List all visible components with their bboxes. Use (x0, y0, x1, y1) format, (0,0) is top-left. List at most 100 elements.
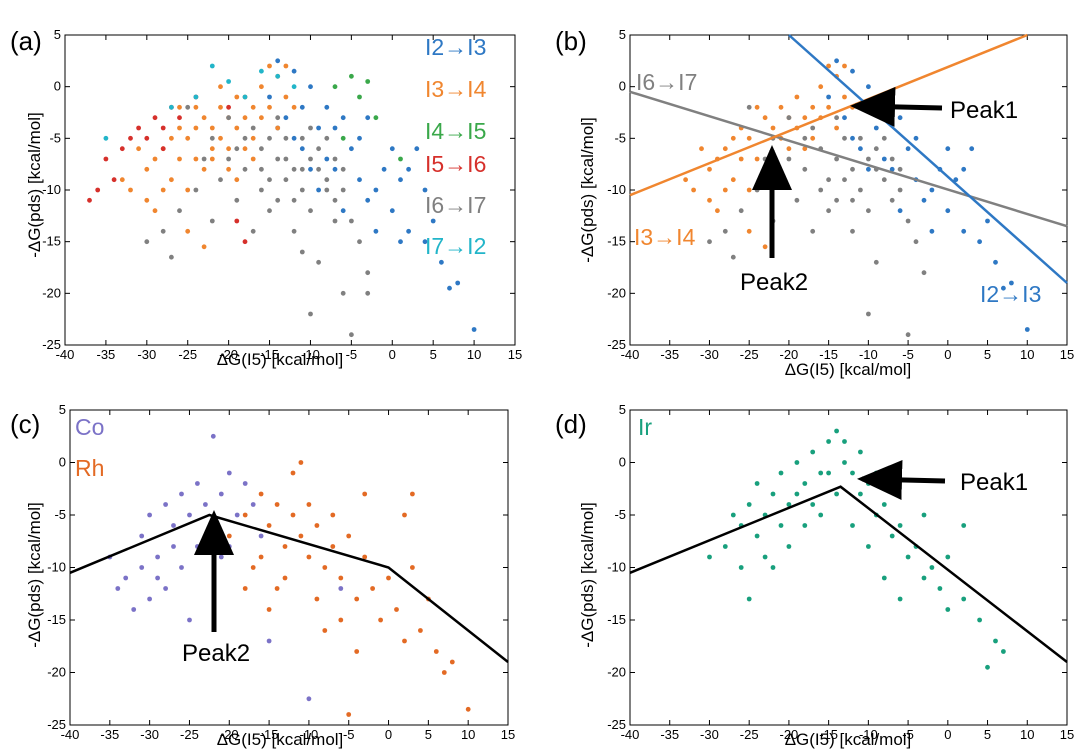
data-point (171, 523, 176, 528)
data-point (858, 187, 863, 193)
data-point (921, 270, 927, 276)
data-point (430, 218, 436, 224)
data-point (258, 491, 264, 497)
data-point (889, 197, 895, 203)
data-point (897, 523, 903, 528)
data-point (266, 607, 272, 612)
data-point (209, 135, 215, 141)
x-tick-label: -20 (219, 347, 238, 362)
data-point (881, 575, 887, 581)
y-tick-label: 5 (59, 402, 66, 417)
data-point (332, 166, 338, 172)
data-point (746, 104, 752, 110)
panel-a: (a) -40 -35 -30 -25 -20 -15 -10 -5 0 5 10 15-25-20-… (10, 26, 522, 369)
data-point (913, 239, 919, 245)
data-point (826, 177, 831, 183)
data-point (810, 125, 816, 131)
x-tick-label: -10 (859, 727, 878, 742)
y-tick-label: -5 (614, 130, 626, 145)
panel-b: (b) -40 -35 -30 -25 -20 -15 -10 -5 0 5 10 15-25-20-… (555, 26, 1074, 379)
data-point (722, 187, 728, 193)
data-point (699, 146, 704, 152)
data-point (422, 239, 428, 245)
data-point (332, 218, 338, 224)
data-point (275, 58, 281, 64)
data-point (881, 156, 887, 162)
x-tick-label: -30 (700, 727, 719, 742)
data-point (306, 696, 312, 702)
data-point (378, 617, 383, 623)
y-tick-label: -5 (54, 507, 66, 522)
data-point (754, 156, 760, 162)
data-point (163, 586, 169, 591)
data-point (746, 228, 752, 234)
data-point (842, 63, 847, 69)
x-tick-label: 10 (467, 347, 481, 362)
data-point (322, 628, 328, 633)
data-point (123, 575, 129, 581)
y-tick-label: -25 (607, 337, 626, 352)
data-point (873, 259, 879, 265)
data-point (259, 115, 264, 121)
data-point (291, 84, 297, 90)
data-point (850, 197, 855, 203)
data-point (308, 84, 313, 90)
data-point (953, 177, 959, 183)
trend-line (69, 513, 509, 663)
arrow-peak1-b (850, 86, 943, 127)
data-point (826, 94, 831, 100)
data-point (209, 156, 215, 162)
data-point (754, 481, 760, 486)
line-label-i2-i3: I2→I3 (980, 281, 1041, 307)
data-point (163, 502, 169, 507)
data-point (354, 596, 360, 602)
data-point (316, 146, 321, 152)
data-point (226, 156, 232, 162)
y-tick-label: -5 (614, 507, 626, 522)
data-point (187, 512, 192, 518)
data-point (746, 135, 752, 141)
x-tick-label: -15 (260, 727, 279, 742)
x-tick-label: -25 (740, 727, 759, 742)
data-point (119, 177, 125, 183)
data-point (340, 115, 346, 121)
data-point (128, 135, 133, 141)
x-tick-label: -40 (621, 727, 640, 742)
data-point (858, 135, 863, 141)
data-point (802, 135, 808, 141)
data-point (818, 84, 824, 90)
legend-entry-i3-i4: I3→I4 (425, 76, 487, 102)
x-tick-label: -40 (621, 347, 640, 362)
data-point (778, 470, 784, 476)
data-point (346, 712, 352, 717)
x-tick-label: -30 (700, 347, 719, 362)
data-point (177, 208, 182, 214)
axes-b: -40 -35 -30 -25 -20 -15 -10 -5 0 5 10 15 -25 -20 -15 -1… (607, 27, 1074, 362)
data-point (441, 670, 447, 675)
data-point (338, 575, 344, 581)
y-tick-label: -15 (607, 234, 626, 249)
data-point (834, 58, 839, 64)
data-point (754, 187, 760, 193)
data-point (306, 502, 312, 507)
data-point (169, 104, 174, 110)
x-tick-label: -25 (740, 347, 759, 362)
data-point (169, 254, 174, 260)
data-point (373, 115, 379, 121)
data-point (866, 544, 871, 549)
data-point (762, 115, 768, 121)
data-point (691, 187, 696, 193)
data-point (234, 146, 240, 152)
data-point (889, 533, 895, 539)
line-label-i3-i4: I3→I4 (634, 224, 696, 250)
data-point (259, 84, 264, 90)
data-point (340, 208, 346, 214)
arrow-peak1-d (857, 459, 946, 500)
x-tick-label: 5 (984, 347, 991, 362)
data-point (346, 533, 352, 539)
data-point (730, 512, 736, 518)
data-point (402, 512, 407, 518)
y-tick-label: -10 (607, 182, 626, 197)
data-point (314, 596, 320, 602)
data-point (929, 187, 935, 193)
